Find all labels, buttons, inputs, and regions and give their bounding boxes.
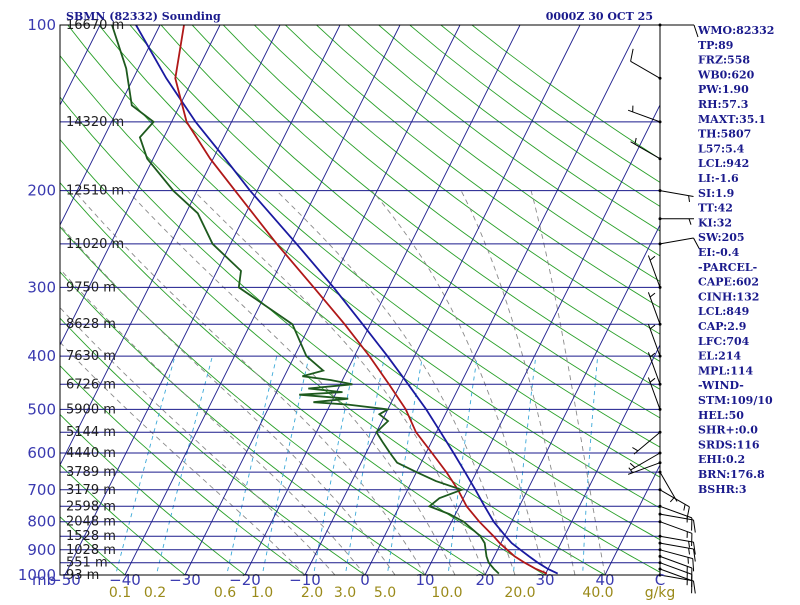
index-line: RH:57.3 [698,98,748,111]
pressure-label: 200 [27,182,56,200]
index-line: LCL:849 [698,305,749,318]
height-label: 8628 m [66,317,116,332]
pressure-label: 300 [27,278,56,296]
height-label: 7630 m [66,349,116,364]
height-label: 14320 m [66,115,124,130]
mixing-ratio-label: 5.0 [374,585,396,600]
index-line: KI:32 [698,216,732,229]
index-line: EI:-0.4 [698,246,740,259]
index-line: HEL:50 [698,409,744,422]
index-line: SRDS:116 [698,438,760,451]
temperature-tick-label: 30 [535,571,554,589]
mixing-ratio-label: 2.0 [301,585,323,600]
index-line: MPL:114 [698,364,754,377]
index-line: PW:1.90 [698,83,749,96]
mixing-ratio-label: 0.2 [144,585,166,600]
pressure-label: 100 [27,16,56,34]
height-label: 3789 m [66,465,116,480]
mixing-ratio-unit-label: g/kg [645,585,676,600]
pressure-label: 900 [27,541,56,559]
index-line: -PARCEL- [698,261,757,274]
index-line: TT:42 [698,202,733,215]
valid-time: 0000Z 30 OCT 25 [546,10,653,23]
pressure-label: 500 [27,400,56,418]
height-label: 4440 m [66,446,116,461]
index-line: EHI:0.2 [698,453,745,466]
index-line: L57:5.4 [698,142,745,155]
mixing-ratio-label: 1.0 [251,585,273,600]
index-line: LI:-1.6 [698,172,739,185]
mixing-ratio-label: 0.1 [109,585,131,600]
index-line: WMO:82332 [697,24,774,37]
mixing-ratio-label: 10.0 [431,585,462,600]
index-line: CINH:132 [698,290,759,303]
mixing-ratio-label: 40.0 [582,585,613,600]
index-line: LFC:704 [698,335,750,348]
index-line: BSHR:3 [698,483,747,496]
index-line: CAP:2.9 [698,320,746,333]
height-label: 5144 m [66,425,116,440]
index-line: SHR+:0.0 [698,424,758,437]
temperature-tick-label: −50 [49,571,81,589]
index-line: MAXT:35.1 [698,113,766,126]
index-line: WB0:620 [697,68,755,81]
index-line: EL:214 [698,350,741,363]
mixing-ratio-label: 0.6 [214,585,236,600]
height-label: 3179 m [66,483,116,498]
height-label: 12510 m [66,184,124,199]
index-line: -WIND- [698,379,744,392]
temperature-tick-label: −30 [169,571,201,589]
height-label: 9750 m [66,280,116,295]
height-label: 11020 m [66,237,124,252]
mixing-ratio-label: 3.0 [334,585,356,600]
index-line: STM:109/10 [698,394,773,407]
index-line: BRN:176.8 [698,468,765,481]
index-line: SW:205 [698,231,745,244]
index-line: SI:1.9 [698,187,734,200]
index-line: FRZ:558 [698,54,750,67]
index-line: TP:89 [698,39,733,52]
pressure-label: 400 [27,347,56,365]
temperature-tick-label: 20 [475,571,494,589]
height-label: 5900 m [66,402,116,417]
temperature-tick-label: 0 [360,571,370,589]
height-label: 2048 m [66,515,116,530]
index-line: LCL:942 [698,157,749,170]
index-line: CAPE:602 [698,276,759,289]
height-label: 2598 m [66,499,116,514]
index-line: TH:5807 [698,128,751,141]
pressure-label: 600 [27,444,56,462]
mixing-ratio-label: 20.0 [504,585,535,600]
height-label: 6726 m [66,377,116,392]
pressure-label: 800 [27,513,56,531]
pressure-label: 700 [27,481,56,499]
station-title: SBMN (82332) Sounding [66,10,221,23]
